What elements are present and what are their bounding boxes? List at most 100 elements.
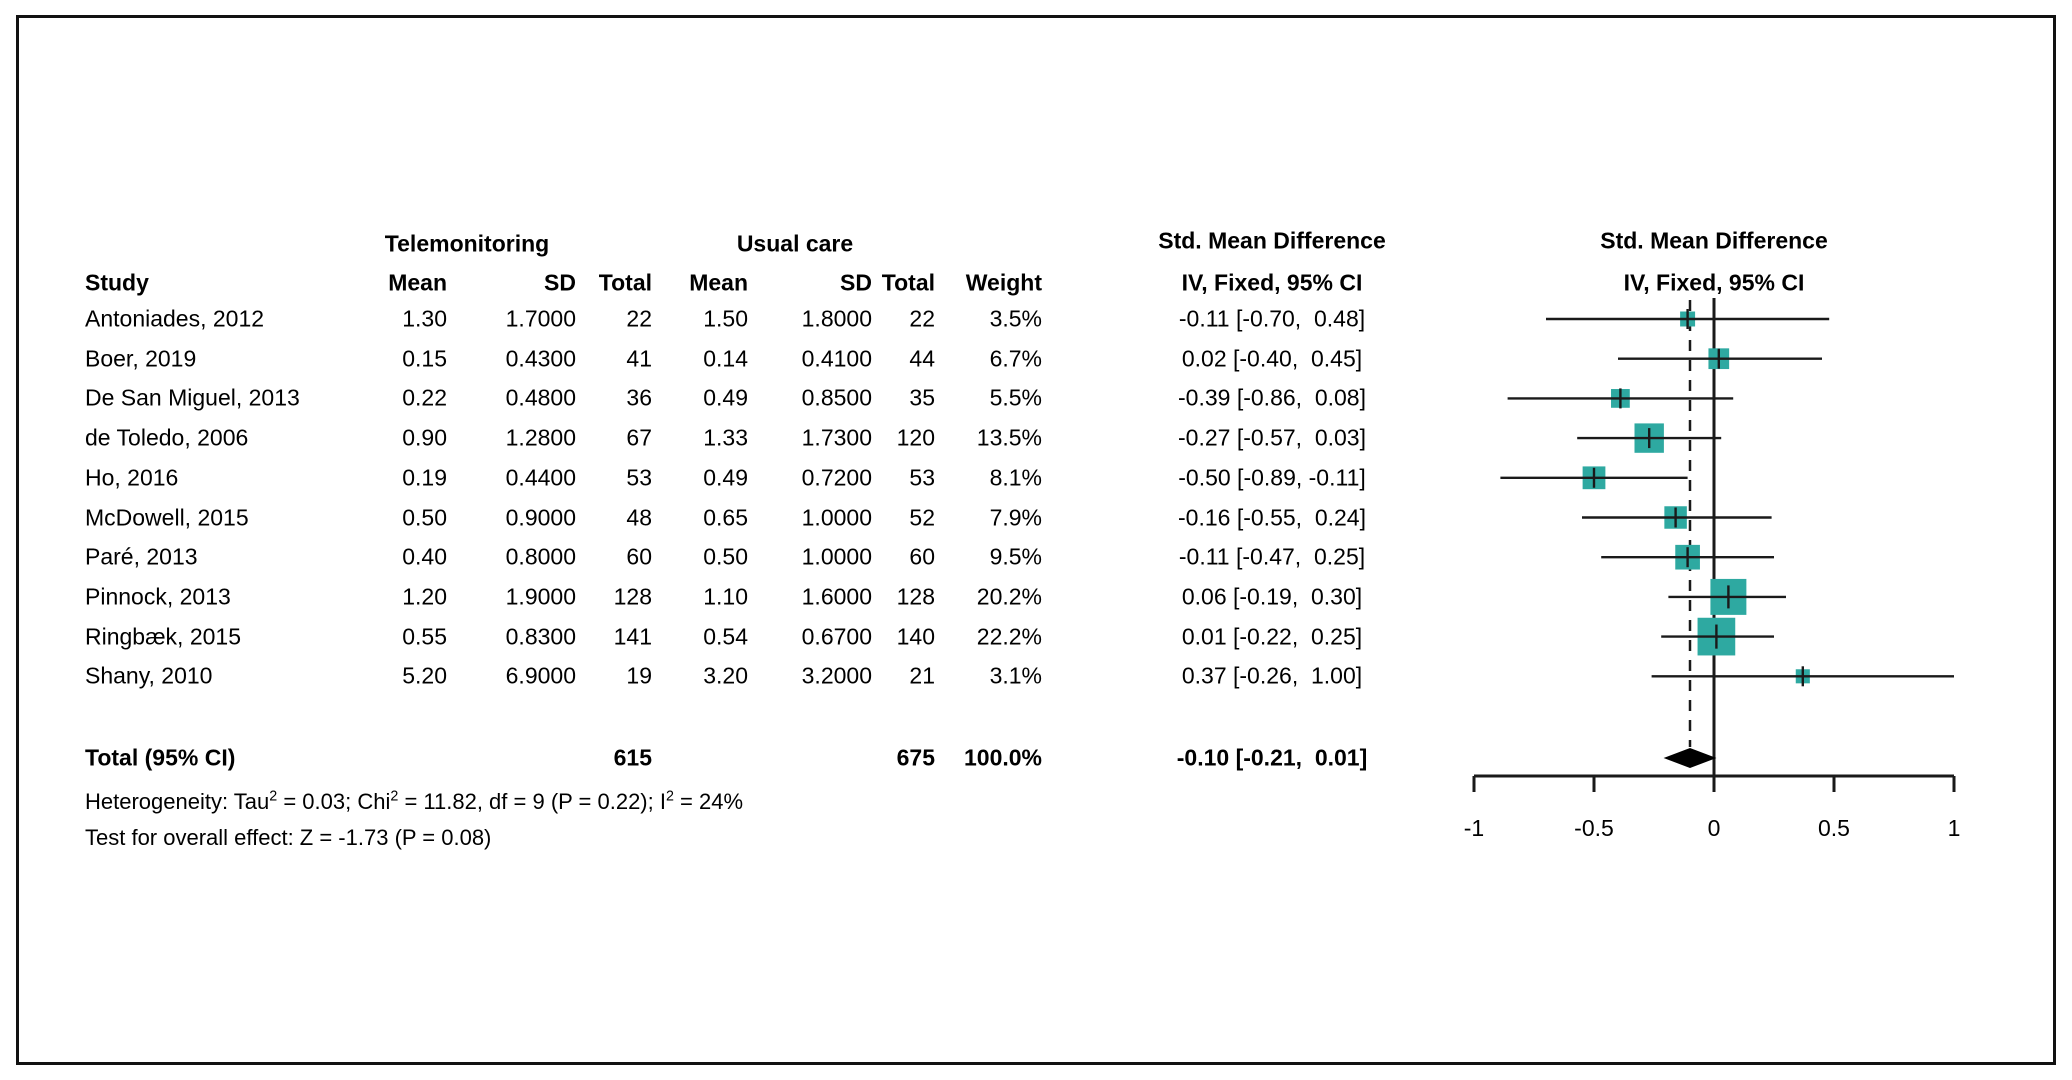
- study-name-cell: Shany, 2010: [85, 662, 213, 689]
- weight-cell: 5.5%: [989, 384, 1042, 411]
- superscript: 2: [269, 788, 278, 805]
- col-header-study: Study: [85, 269, 149, 296]
- exp-sd-cell: 1.9000: [505, 583, 576, 610]
- superscript: 2: [390, 788, 399, 805]
- ci-text-cell: -0.11 [-0.70, 0.48]: [1178, 305, 1366, 332]
- total-ctrl-n: 675: [896, 744, 935, 771]
- ctrl-mean-cell: 0.14: [703, 345, 748, 372]
- exp-mean-cell: 0.19: [402, 464, 447, 491]
- exp-total-cell: 22: [626, 305, 652, 332]
- exp-sd-cell: 0.4300: [505, 345, 576, 372]
- study-name-cell: De San Miguel, 2013: [85, 384, 300, 411]
- note-text: = 24%: [673, 789, 744, 814]
- ctrl-total-cell: 120: [896, 424, 935, 451]
- ctrl-total-cell: 52: [909, 504, 935, 530]
- weight-cell: 7.9%: [989, 504, 1042, 530]
- total-ci-label: -0.10 [-0.21, 0.01]: [1176, 744, 1368, 771]
- weight-cell: 13.5%: [976, 424, 1042, 451]
- ctrl-sd-cell: 0.7200: [801, 464, 872, 491]
- ctrl-sd-cell: 1.6000: [801, 583, 872, 610]
- col-header-mean-exp: Mean: [388, 269, 447, 296]
- exp-sd-cell: 1.7000: [505, 305, 576, 332]
- exp-mean-cell: 5.20: [402, 662, 447, 689]
- ctrl-sd-cell: 1.0000: [801, 504, 872, 530]
- note-text: = 11.82, df = 9 (P = 0.22); I: [398, 789, 666, 814]
- ctrl-mean-cell: 0.49: [703, 384, 748, 411]
- exp-sd-cell: 0.8300: [505, 623, 576, 650]
- effect-column-subtitle: IV, Fixed, 95% CI: [1181, 269, 1363, 296]
- study-name-cell: Paré, 2013: [85, 543, 198, 570]
- exp-total-cell: 141: [613, 623, 652, 650]
- ctrl-sd-cell: 1.0000: [801, 543, 872, 570]
- exp-mean-cell: 0.50: [402, 504, 447, 530]
- ctrl-total-cell: 21: [909, 662, 935, 689]
- exp-mean-cell: 0.90: [402, 424, 447, 451]
- study-name-cell: de Toledo, 2006: [85, 424, 249, 451]
- exp-mean-cell: 1.20: [402, 583, 447, 610]
- ci-text-cell: 0.01 [-0.22, 0.25]: [1181, 623, 1363, 650]
- weight-cell: 3.5%: [989, 305, 1042, 332]
- overall-effect-note: Test for overall effect: Z = -1.73 (P = …: [85, 825, 492, 850]
- weight-cell: 9.5%: [989, 543, 1042, 570]
- superscript: 2: [665, 788, 674, 805]
- ctrl-sd-cell: 1.8000: [801, 305, 872, 332]
- plot-title: Std. Mean Difference: [1600, 227, 1828, 254]
- exp-sd-cell: 0.8000: [505, 543, 576, 570]
- weight-cell: 20.2%: [976, 583, 1042, 610]
- ctrl-mean-cell: 0.49: [703, 464, 748, 491]
- exp-mean-cell: 1.30: [402, 305, 447, 332]
- group-header-control: Usual care: [736, 230, 854, 257]
- ctrl-total-cell: 44: [909, 345, 935, 372]
- col-header-total-ctrl: Total: [881, 269, 935, 296]
- ctrl-mean-cell: 1.33: [703, 424, 748, 451]
- figure-border: [16, 15, 2056, 1065]
- plot-subtitle: IV, Fixed, 95% CI: [1623, 269, 1805, 296]
- col-header-mean-ctrl: Mean: [689, 269, 748, 296]
- ctrl-total-cell: 35: [909, 384, 935, 411]
- heterogeneity-note: Heterogeneity: Tau2 = 0.03; Chi2 = 11.82…: [85, 788, 744, 814]
- study-name-cell: Ringbæk, 2015: [85, 623, 241, 650]
- exp-mean-cell: 0.15: [402, 345, 447, 372]
- ctrl-sd-cell: 0.6700: [801, 623, 872, 650]
- weight-cell: 22.2%: [976, 623, 1042, 650]
- total-weight: 100.0%: [963, 744, 1042, 771]
- weight-cell: 6.7%: [989, 345, 1042, 372]
- ci-text-cell: 0.06 [-0.19, 0.30]: [1181, 583, 1363, 610]
- ctrl-sd-cell: 1.7300: [801, 424, 872, 451]
- ci-text-cell: -0.50 [-0.89, -0.11]: [1178, 464, 1366, 491]
- exp-total-cell: 36: [626, 384, 652, 411]
- ctrl-mean-cell: 3.20: [703, 662, 748, 689]
- exp-total-cell: 53: [626, 464, 652, 491]
- exp-sd-cell: 0.4400: [505, 464, 576, 491]
- study-name-cell: Pinnock, 2013: [85, 583, 231, 610]
- exp-total-cell: 67: [626, 424, 652, 451]
- group-header-experimental: Telemonitoring: [384, 230, 550, 257]
- ctrl-mean-cell: 0.54: [703, 623, 748, 650]
- ctrl-total-cell: 22: [909, 305, 935, 332]
- exp-total-cell: 60: [626, 543, 652, 570]
- exp-total-cell: 128: [613, 583, 652, 610]
- study-name-cell: Ho, 2016: [85, 464, 179, 491]
- study-name-cell: Boer, 2019: [85, 345, 197, 372]
- exp-mean-cell: 0.40: [402, 543, 447, 570]
- note-text: Heterogeneity: Tau: [85, 789, 270, 814]
- ctrl-mean-cell: 1.10: [703, 583, 748, 610]
- total-exp-n: 615: [613, 744, 652, 771]
- ctrl-mean-cell: 0.50: [703, 543, 748, 570]
- ctrl-total-cell: 128: [896, 583, 935, 610]
- exp-mean-cell: 0.22: [402, 384, 447, 411]
- col-header-sd-exp: SD: [544, 269, 576, 296]
- exp-mean-cell: 0.55: [402, 623, 447, 650]
- ctrl-total-cell: 53: [909, 464, 935, 491]
- ctrl-sd-cell: 0.4100: [801, 345, 872, 372]
- effect-column-title: Std. Mean Difference: [1158, 227, 1386, 254]
- ci-text-cell: 0.02 [-0.40, 0.45]: [1181, 345, 1363, 372]
- ctrl-mean-cell: 0.65: [703, 504, 748, 530]
- note-text: = 0.03; Chi: [277, 789, 391, 814]
- total-label: Total (95% CI): [85, 744, 236, 771]
- ctrl-sd-cell: 3.2000: [801, 662, 872, 689]
- exp-total-cell: 19: [626, 662, 652, 689]
- ci-text-cell: -0.27 [-0.57, 0.03]: [1178, 424, 1366, 451]
- exp-total-cell: 48: [626, 504, 652, 530]
